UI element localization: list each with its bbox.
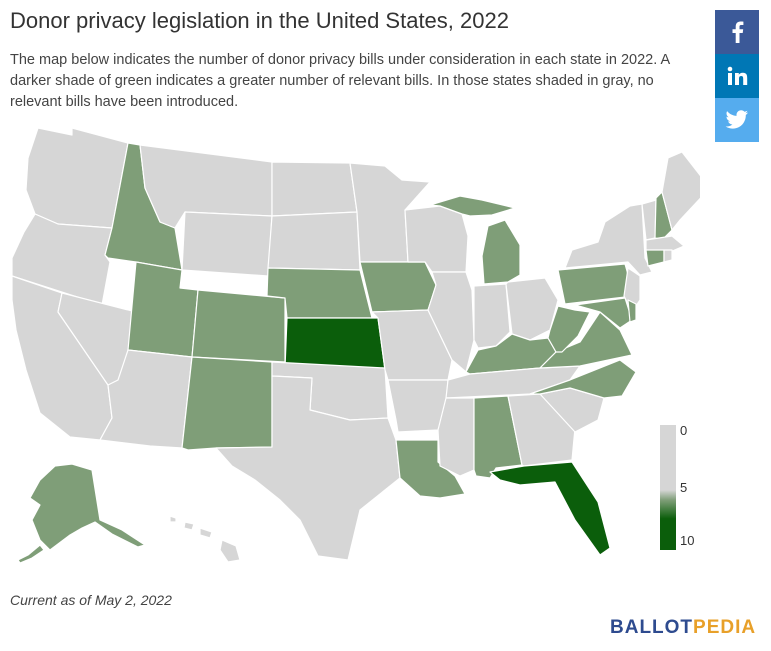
state-new-hampshire[interactable] (654, 191, 673, 241)
state-mississippi[interactable] (437, 397, 475, 477)
state-south-dakota[interactable] (267, 211, 361, 271)
state-alaska[interactable] (29, 463, 146, 551)
facebook-icon (732, 21, 744, 43)
state-texas[interactable] (215, 375, 401, 561)
state-maryland[interactable] (574, 297, 633, 329)
state-iowa[interactable] (359, 261, 437, 313)
legend-max-label: 10 (680, 533, 695, 548)
state-utah[interactable] (127, 261, 199, 358)
state-indiana[interactable] (473, 283, 511, 349)
hawaii-islands (169, 515, 213, 539)
page-title: Donor privacy legislation in the United … (10, 8, 509, 33)
state-louisiana[interactable] (395, 439, 466, 499)
state-wyoming[interactable] (181, 211, 273, 277)
data-date-note: Current as of May 2, 2022 (10, 592, 172, 608)
map-description: The map below indicates the number of do… (10, 52, 670, 110)
state-new-mexico[interactable] (181, 356, 273, 451)
legend-color-scale (660, 425, 676, 550)
state-rhode-island[interactable] (663, 249, 673, 263)
state-kansas[interactable] (284, 317, 386, 371)
state-wisconsin[interactable] (404, 205, 469, 273)
logo-part-pedia: PEDIA (693, 617, 757, 638)
ballotpedia-logo[interactable]: BALLOTPEDIA (610, 617, 756, 639)
state-michigan-upper[interactable] (429, 195, 516, 217)
state-new-york[interactable] (564, 203, 653, 276)
state-delaware[interactable] (627, 299, 637, 323)
state-colorado[interactable] (191, 289, 286, 363)
state-oregon[interactable] (11, 213, 113, 306)
legend-min-label: 0 (680, 423, 688, 438)
state-north-carolina[interactable] (529, 359, 637, 399)
us-states-map (11, 127, 700, 564)
state-massachusetts[interactable] (645, 235, 685, 253)
state-hawaii[interactable] (219, 539, 241, 563)
state-ohio[interactable] (505, 277, 559, 341)
state-maine[interactable] (661, 151, 700, 231)
state-illinois[interactable] (427, 271, 475, 373)
twitter-icon (725, 110, 748, 129)
twitter-share-button[interactable] (715, 98, 759, 142)
facebook-share-button[interactable] (715, 10, 759, 54)
state-north-dakota[interactable] (271, 161, 358, 217)
legend-mid-label: 5 (680, 480, 688, 495)
linkedin-icon (727, 66, 748, 85)
state-michigan-lower[interactable] (481, 219, 521, 285)
state-tennessee[interactable] (445, 365, 581, 399)
logo-part-ballot: BALLOT (610, 617, 694, 638)
state-washington[interactable] (25, 127, 129, 229)
linkedin-share-button[interactable] (715, 54, 759, 98)
state-west-virginia[interactable] (547, 305, 591, 353)
alaska-islands (17, 544, 45, 564)
state-connecticut[interactable] (645, 249, 665, 267)
state-florida[interactable] (489, 461, 611, 556)
